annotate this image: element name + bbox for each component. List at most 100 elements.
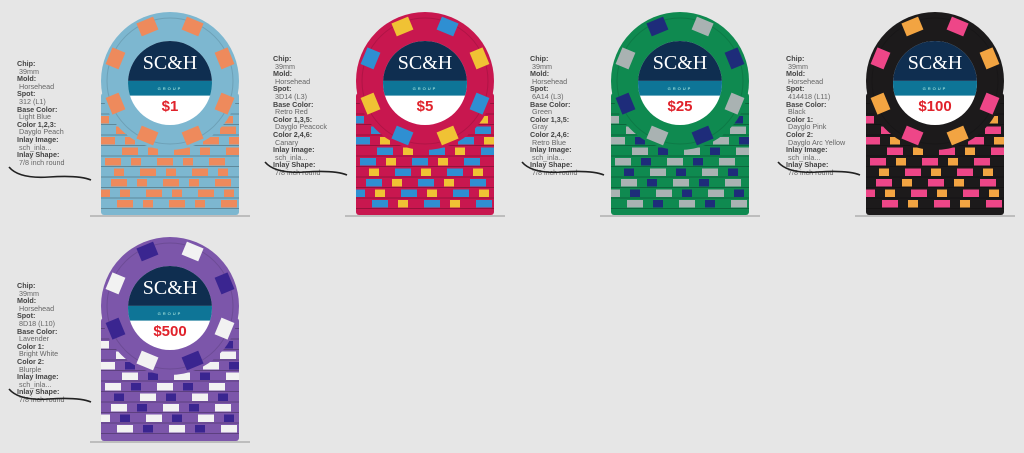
face-spot bbox=[360, 47, 381, 70]
stack-shadow bbox=[345, 215, 505, 217]
spec-list: Chip: 39mm Mold: Horsehead Spot: 6A14 (L3) Bas… bbox=[530, 55, 625, 177]
spec-label: Inlay Image: bbox=[273, 145, 315, 155]
edge-spot bbox=[114, 393, 124, 401]
face-spot bbox=[724, 47, 745, 70]
edge-spot bbox=[105, 158, 121, 166]
callout-curve bbox=[777, 161, 861, 176]
spec-value: Light Blue bbox=[19, 112, 51, 122]
edge-spot bbox=[673, 179, 689, 187]
edge-spot bbox=[218, 393, 228, 401]
edge-spot bbox=[986, 200, 1002, 208]
edge-spot bbox=[143, 200, 153, 208]
edge-spot bbox=[922, 158, 938, 166]
chip-value: $100 bbox=[918, 98, 951, 115]
edge-spot bbox=[372, 200, 388, 208]
face-spot bbox=[181, 16, 204, 37]
spec-value: sch_inla... bbox=[788, 152, 821, 162]
chip-value: $25 bbox=[667, 98, 692, 115]
callout-curve bbox=[8, 166, 92, 181]
edge-spot bbox=[728, 168, 738, 176]
spec-value: Lavender bbox=[19, 334, 49, 344]
inlay-teal-band bbox=[893, 80, 977, 96]
spec-label: Spot: bbox=[17, 89, 36, 99]
spec-label: Inlay Shape: bbox=[530, 160, 573, 170]
face-spot bbox=[469, 47, 490, 70]
edge-spot bbox=[146, 189, 162, 197]
edge-spot bbox=[905, 168, 921, 176]
spec-label: Base Color: bbox=[17, 104, 58, 114]
edge-spot bbox=[713, 137, 729, 145]
edge-spot bbox=[203, 362, 219, 370]
face-spot bbox=[136, 16, 159, 37]
chip-value: $500 bbox=[153, 323, 186, 340]
spec-label: Base Color: bbox=[786, 99, 827, 109]
face-spot bbox=[469, 92, 490, 115]
edge-spot bbox=[730, 126, 746, 134]
edge-spot bbox=[169, 200, 185, 208]
edge-spot bbox=[658, 147, 668, 155]
edge-spot bbox=[928, 179, 944, 187]
stack-shadow bbox=[90, 441, 250, 443]
edge-spot bbox=[140, 393, 156, 401]
spec-value: 39mm bbox=[19, 288, 39, 298]
edge-spot bbox=[105, 383, 121, 391]
edge-spot bbox=[450, 200, 460, 208]
face-spot bbox=[615, 92, 636, 115]
edge-spot bbox=[101, 362, 115, 370]
spec-value: Black bbox=[788, 107, 806, 117]
face-spot bbox=[946, 125, 969, 146]
edge-spot bbox=[937, 189, 947, 197]
edge-spot bbox=[957, 168, 973, 176]
stack-shadow bbox=[600, 215, 760, 217]
edge-spot bbox=[221, 425, 237, 433]
edge-spot bbox=[125, 362, 135, 370]
spec-value: Dayglo Peacock bbox=[275, 122, 327, 132]
edge-spot bbox=[988, 116, 998, 124]
edge-spot bbox=[424, 200, 440, 208]
spec-label: Mold: bbox=[17, 296, 37, 306]
edge-spot bbox=[157, 383, 173, 391]
spec-label: Mold: bbox=[786, 69, 806, 79]
edge-spot bbox=[635, 137, 645, 145]
edge-spot bbox=[117, 425, 133, 433]
face-spot bbox=[724, 92, 745, 115]
edge-spot bbox=[611, 189, 620, 197]
spec-label: Inlay Shape: bbox=[17, 387, 60, 397]
edge-spot bbox=[172, 189, 182, 197]
spec-value: 8D18 (L10) bbox=[19, 318, 55, 328]
edge-spot bbox=[733, 116, 743, 124]
edge-spot bbox=[913, 147, 923, 155]
logo-text: SC&H bbox=[398, 52, 452, 74]
face-spot bbox=[646, 16, 669, 37]
spec-label: Chip: bbox=[273, 54, 292, 63]
edge-spot bbox=[478, 116, 488, 124]
edge-spot bbox=[866, 189, 875, 197]
face-spot bbox=[136, 350, 159, 371]
inlay-teal-band bbox=[638, 80, 722, 96]
spec-label: Color 2,4,6: bbox=[530, 129, 570, 139]
edge-spot bbox=[911, 189, 927, 197]
callout-curve bbox=[8, 388, 92, 403]
edge-spot bbox=[484, 137, 494, 145]
edge-spot bbox=[876, 179, 892, 187]
edge-spot bbox=[991, 147, 1004, 155]
edge-spot bbox=[444, 179, 454, 187]
spec-label: Color 1,3,5: bbox=[273, 114, 313, 124]
spec-label: Chip: bbox=[17, 281, 36, 290]
edge-spot bbox=[866, 116, 874, 124]
spec-value: sch_inla... bbox=[19, 142, 52, 152]
spec-value: sch_inla... bbox=[19, 379, 52, 389]
edge-spot bbox=[954, 179, 964, 187]
edge-spot bbox=[209, 383, 225, 391]
face-spot bbox=[214, 92, 235, 115]
spec-label: Base Color: bbox=[530, 99, 571, 109]
edge-spot bbox=[226, 372, 239, 380]
edge-spot bbox=[481, 147, 494, 155]
edge-spot bbox=[887, 147, 903, 155]
spec-value: Horsehead bbox=[788, 76, 824, 86]
edge-spot bbox=[968, 137, 984, 145]
edge-spot bbox=[702, 168, 718, 176]
edge-spot bbox=[174, 147, 190, 155]
edge-spot bbox=[189, 179, 199, 187]
